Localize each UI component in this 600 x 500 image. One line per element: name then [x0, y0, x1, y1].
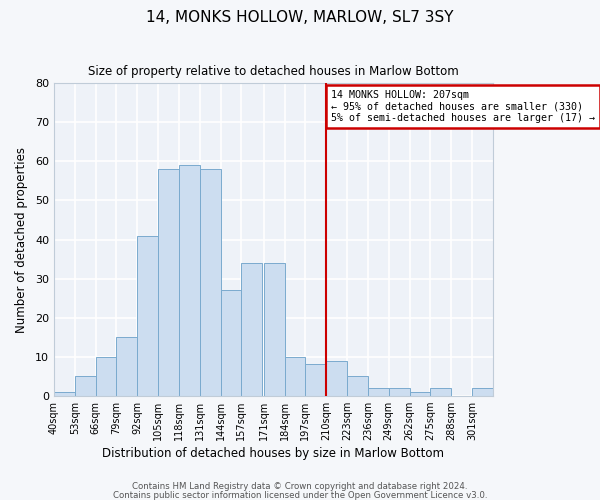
Bar [389, 388, 410, 396]
Text: 14 MONKS HOLLOW: 207sqm
← 95% of detached houses are smaller (330)
5% of semi-de: 14 MONKS HOLLOW: 207sqm ← 95% of detache… [331, 90, 595, 123]
Bar [158, 169, 179, 396]
Bar [430, 388, 451, 396]
Bar [54, 392, 75, 396]
Bar [95, 356, 116, 396]
X-axis label: Distribution of detached houses by size in Marlow Bottom: Distribution of detached houses by size … [103, 447, 445, 460]
Bar [179, 166, 200, 396]
Text: Contains public sector information licensed under the Open Government Licence v3: Contains public sector information licen… [113, 490, 487, 500]
Bar [264, 263, 284, 396]
Title: Size of property relative to detached houses in Marlow Bottom: Size of property relative to detached ho… [88, 65, 459, 78]
Y-axis label: Number of detached properties: Number of detached properties [15, 146, 28, 332]
Bar [137, 236, 158, 396]
Bar [284, 356, 305, 396]
Bar [305, 364, 326, 396]
Text: 14, MONKS HOLLOW, MARLOW, SL7 3SY: 14, MONKS HOLLOW, MARLOW, SL7 3SY [146, 10, 454, 25]
Bar [347, 376, 368, 396]
Bar [200, 169, 221, 396]
Bar [326, 360, 347, 396]
Bar [368, 388, 389, 396]
Bar [75, 376, 95, 396]
Text: Contains HM Land Registry data © Crown copyright and database right 2024.: Contains HM Land Registry data © Crown c… [132, 482, 468, 491]
Bar [241, 263, 262, 396]
Bar [410, 392, 430, 396]
Bar [472, 388, 493, 396]
Bar [221, 290, 241, 396]
Bar [116, 337, 137, 396]
